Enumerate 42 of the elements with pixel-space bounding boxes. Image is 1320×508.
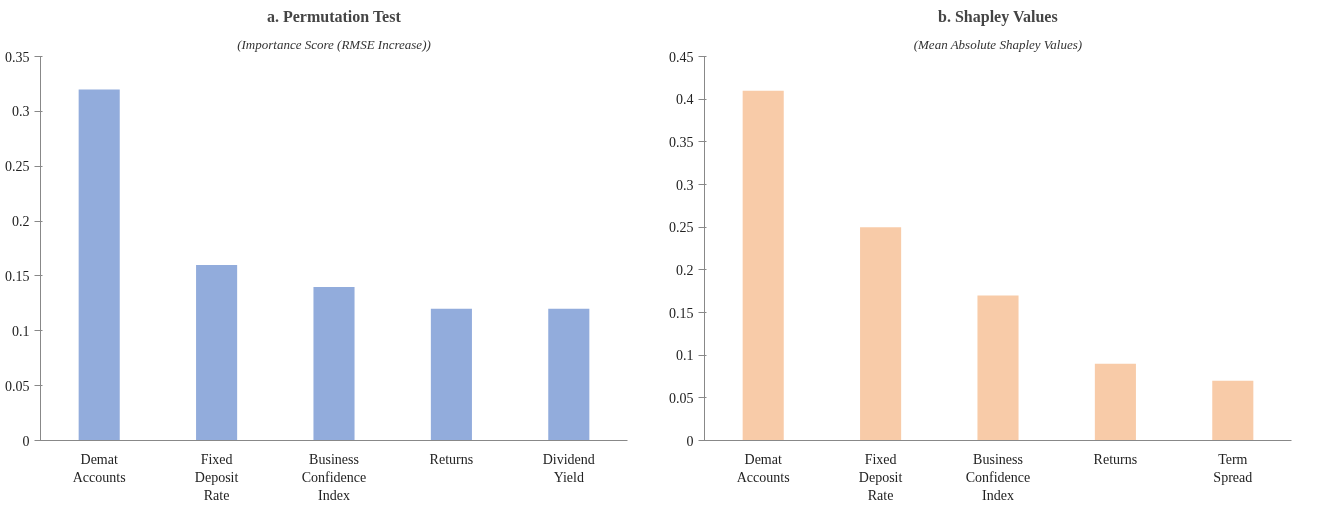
x-tick-label: Returns — [1093, 451, 1138, 467]
y-tick-label: 0.2 — [676, 262, 694, 278]
bar — [1212, 380, 1254, 441]
bar — [313, 286, 355, 441]
bar — [430, 308, 472, 441]
x-tick-label: Term Spread — [1213, 451, 1253, 485]
x-tick-label: Demat Accounts — [736, 451, 790, 485]
bar — [196, 264, 238, 441]
y-tick-label: 0.35 — [669, 134, 694, 150]
chart-subtitle: (Mean Absolute Shapley Values) — [913, 36, 1083, 52]
y-tick-label: 0.25 — [669, 220, 694, 236]
chart-title: b. Shapley Values — [938, 7, 1058, 26]
x-tick-label: Returns — [429, 451, 474, 467]
y-tick-label: 0 — [22, 433, 30, 449]
x-tick-label: Fixed Deposit Rate — [194, 451, 239, 503]
y-tick-label: 0.1 — [12, 323, 30, 339]
y-tick-label: 0.3 — [676, 177, 694, 193]
chart-subtitle: (Importance Score (RMSE Increase)) — [237, 36, 431, 52]
y-tick-label: 0.35 — [5, 49, 30, 65]
y-tick-label: 0.45 — [669, 49, 694, 65]
bar — [742, 90, 784, 441]
bar — [977, 295, 1019, 441]
y-tick-label: 0 — [686, 433, 694, 449]
y-tick-label: 0.3 — [12, 104, 30, 120]
y-tick-label: 0.05 — [5, 378, 30, 394]
x-tick-label: Business Confidence Index — [965, 451, 1031, 503]
y-tick-label: 0.4 — [676, 92, 694, 108]
x-tick-label: Business Confidence Index — [301, 451, 367, 503]
y-tick-label: 0.25 — [5, 159, 30, 175]
y-tick-label: 0.1 — [676, 348, 694, 364]
bar — [548, 308, 590, 441]
y-tick-label: 0.15 — [5, 268, 30, 284]
bar — [1094, 363, 1136, 441]
y-tick-label: 0.05 — [669, 390, 694, 406]
y-tick-label: 0.15 — [669, 305, 694, 321]
x-tick-label: Fixed Deposit Rate — [858, 451, 903, 503]
bar — [78, 89, 120, 441]
x-tick-label: Dividend Yield — [542, 451, 595, 485]
bar — [860, 227, 902, 441]
x-tick-label: Demat Accounts — [72, 451, 126, 485]
chart-title: a. Permutation Test — [266, 7, 402, 25]
y-tick-label: 0.2 — [12, 214, 30, 230]
